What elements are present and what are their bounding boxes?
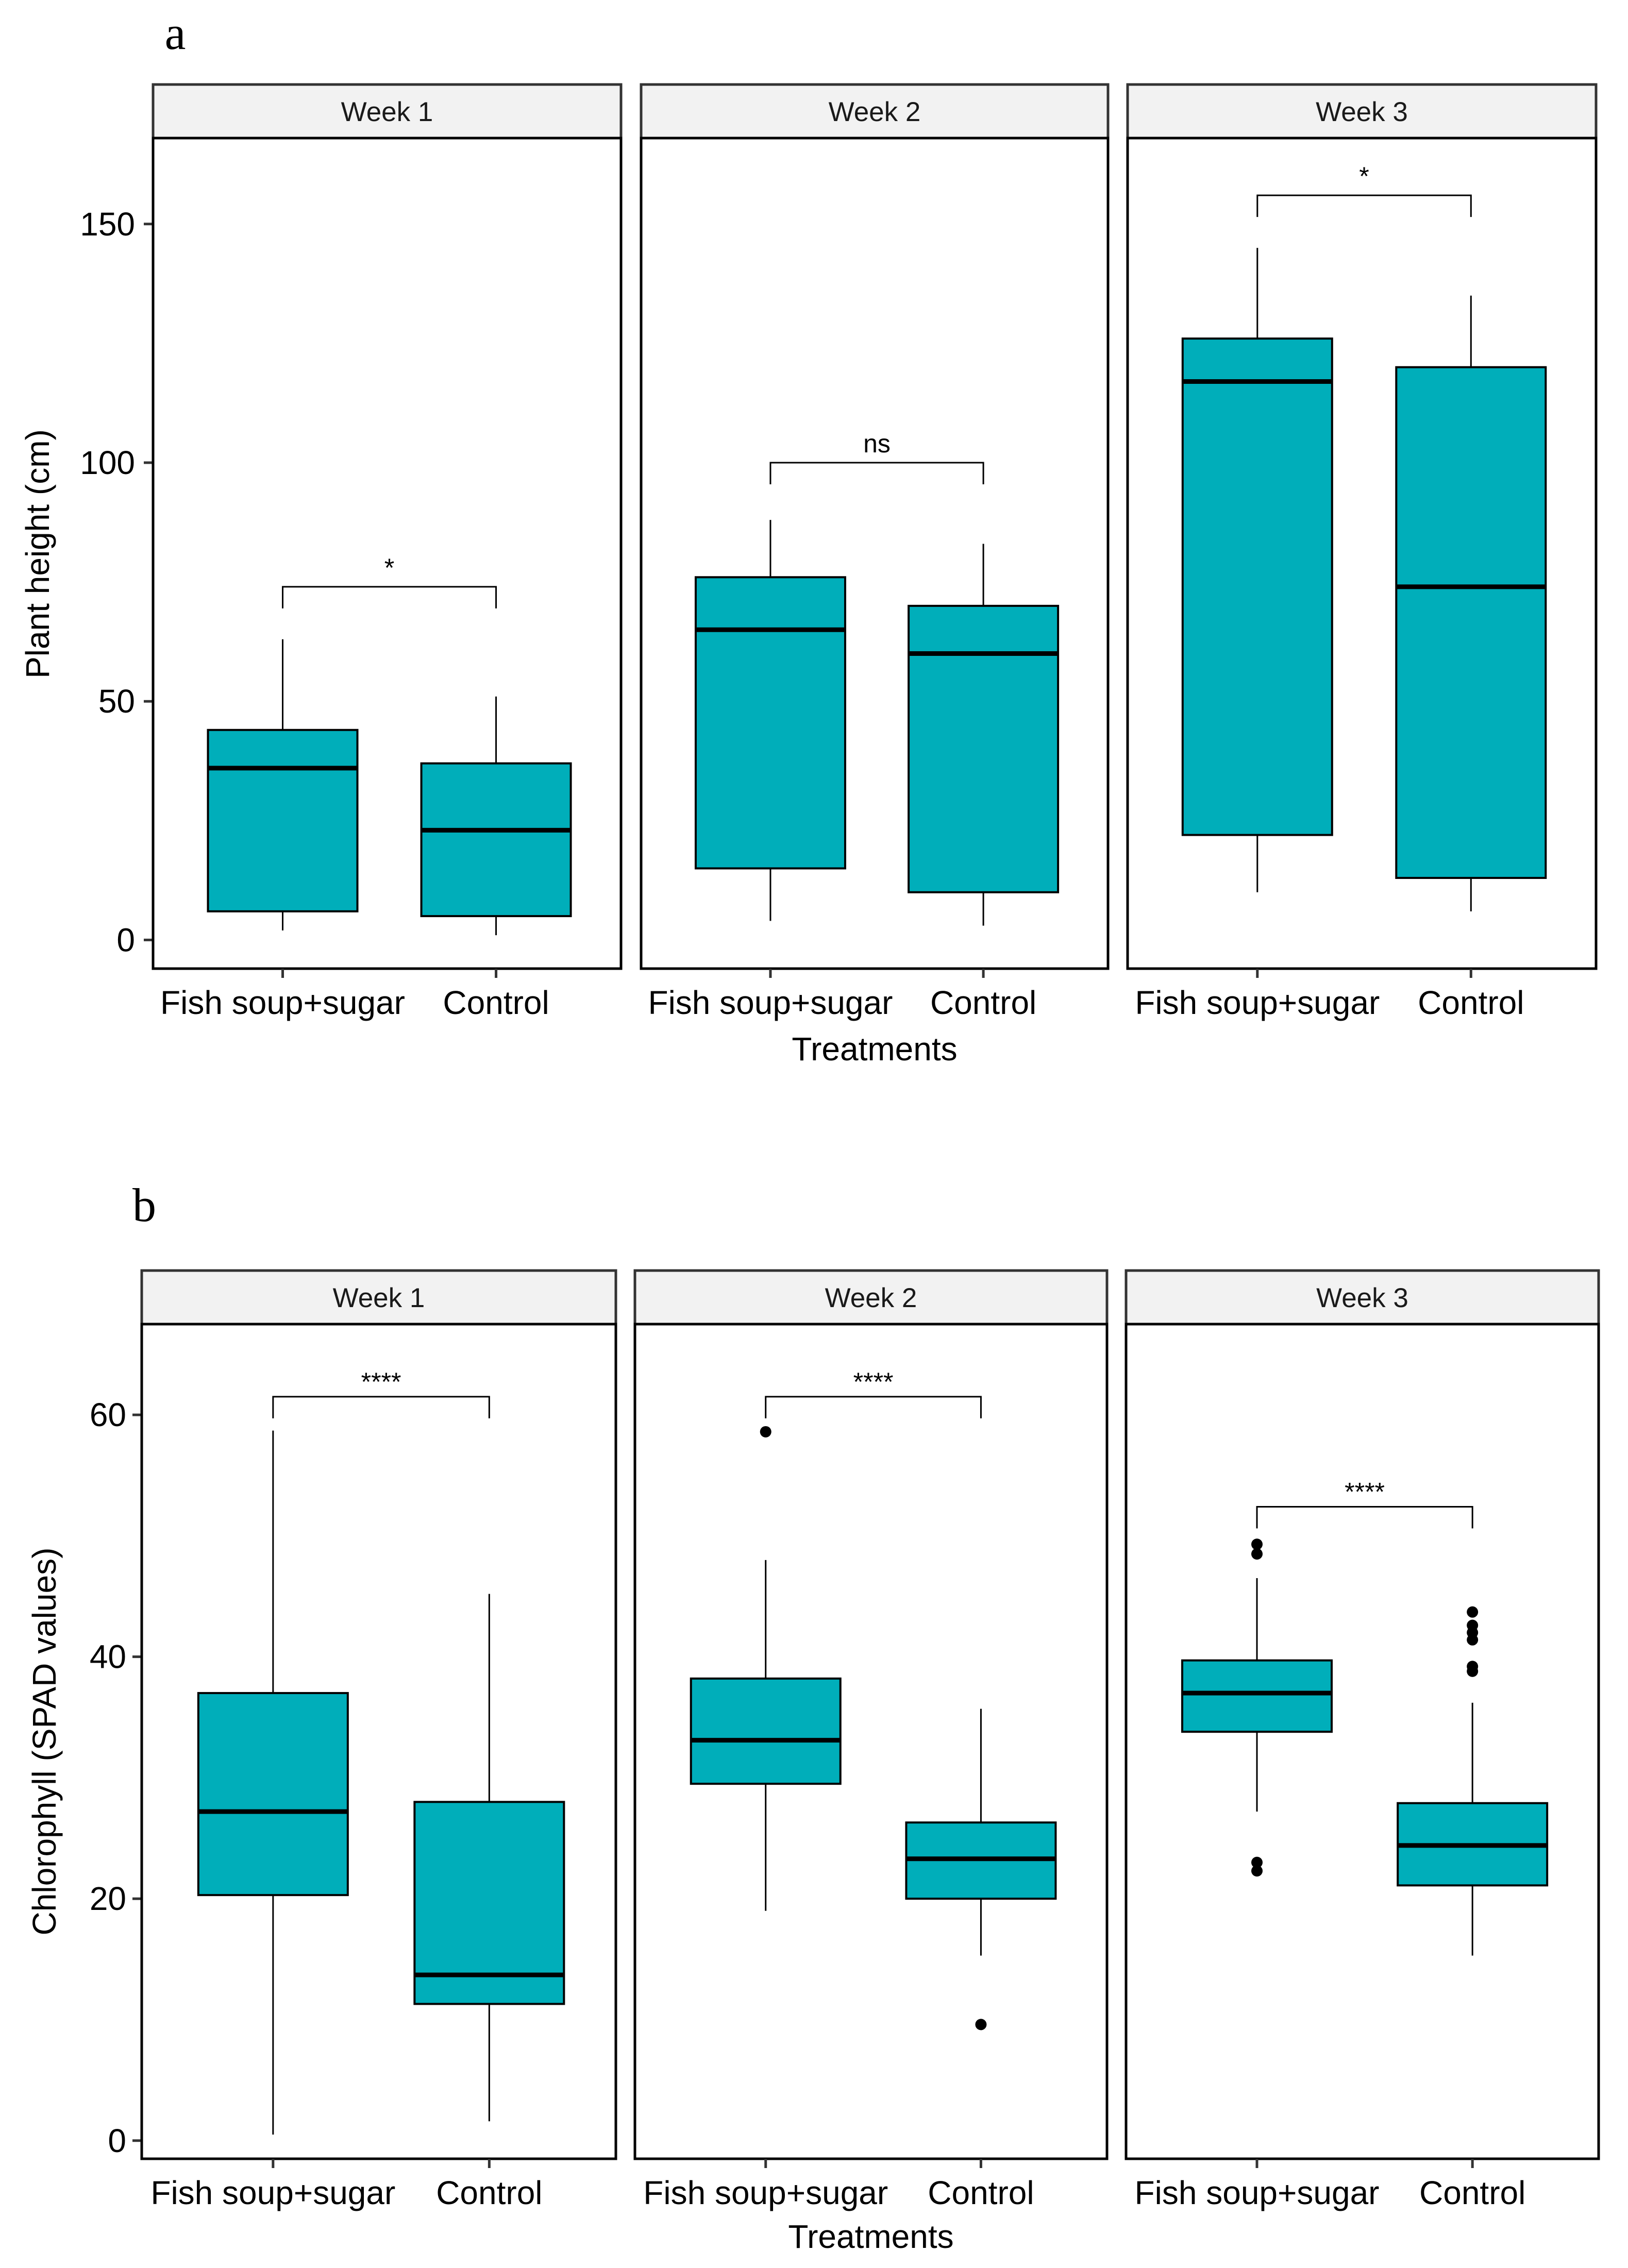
x-axis-title: Treatments: [792, 1030, 957, 1068]
facet-title: Week 2: [825, 1283, 917, 1313]
panel-border: [640, 137, 1110, 970]
facet-strip: [152, 83, 623, 140]
outlier-point: [975, 2019, 987, 2030]
box-control: [413, 1594, 565, 2122]
facet-strip: [1126, 83, 1598, 140]
facet-title: Week 1: [333, 1283, 425, 1313]
box-fish-soup-sugar: [1181, 1538, 1333, 1877]
y-tick-label: 50: [98, 683, 135, 720]
panel-border: [633, 1323, 1109, 2160]
x-tick-label: Control: [1419, 2174, 1525, 2211]
x-tick-label: Fish soup+sugar: [648, 984, 893, 1021]
box-fish-soup-sugar: [690, 1426, 842, 1911]
facet-title: Week 3: [1316, 97, 1408, 127]
panel-border: [152, 137, 623, 970]
outlier-point: [1467, 1665, 1479, 1677]
panel-border: [140, 1323, 617, 2160]
box-control: [1397, 1606, 1549, 1956]
box-iqr: [197, 1692, 349, 1897]
y-tick-label: 40: [90, 1638, 126, 1675]
y-tick-label: 100: [80, 444, 135, 481]
significance-label: ****: [1345, 1478, 1385, 1507]
box-fish-soup-sugar: [197, 1430, 349, 2135]
facet-strip: [140, 1269, 617, 1326]
significance-label: ****: [853, 1367, 894, 1396]
box-control: [905, 1708, 1057, 2030]
facet-title: Week 1: [341, 97, 433, 127]
significance-label: *: [1359, 162, 1369, 191]
box-iqr: [694, 576, 846, 870]
x-tick-label: Fish soup+sugar: [1135, 2174, 1380, 2211]
box-fish-soup-sugar: [1181, 248, 1333, 892]
x-axis-title: Treatments: [788, 2218, 953, 2255]
box-iqr: [207, 729, 359, 912]
box-control: [1395, 295, 1547, 911]
significance-bracket: [765, 1396, 982, 1418]
x-tick-label: Fish soup+sugar: [160, 984, 405, 1021]
panel-letter: a: [165, 7, 186, 59]
significance-bracket: [1256, 194, 1472, 217]
y-tick-label: 20: [90, 1880, 126, 1917]
outlier-point: [1251, 1538, 1263, 1550]
panel-border: [1126, 137, 1598, 970]
box-control: [908, 544, 1060, 926]
significance-label: *: [384, 553, 394, 582]
panel-border: [1125, 1323, 1600, 2160]
significance-bracket: [769, 462, 984, 484]
x-tick-label: Control: [1418, 984, 1524, 1021]
facet-title: Week 3: [1316, 1283, 1408, 1313]
x-tick-label: Control: [928, 2174, 1034, 2211]
y-tick-label: 0: [108, 2122, 126, 2159]
x-tick-label: Fish soup+sugar: [1135, 984, 1380, 1021]
outlier-point: [1467, 1606, 1479, 1618]
facet-3: Week 3 Fish soup+sugar Control *: [1126, 83, 1598, 1021]
y-axis-title: Chlorophyll (SPAD values): [26, 1548, 63, 1936]
box-iqr: [1181, 1659, 1333, 1733]
x-tick-label: Fish soup+sugar: [643, 2174, 888, 2211]
facet-1: Week 1 Fish soup+sugar Control *: [152, 83, 623, 1021]
y-tick-label: 0: [116, 921, 135, 958]
significance-label: ****: [361, 1367, 401, 1396]
outlier-point: [1251, 1548, 1263, 1560]
outlier-point: [1251, 1865, 1263, 1877]
facet-strip: [1125, 1269, 1600, 1326]
x-tick-label: Control: [436, 2174, 542, 2211]
facet-3: Week 3 Fish soup+sugar Control ****: [1125, 1269, 1600, 2211]
box-iqr: [1395, 366, 1547, 879]
significance-label: ns: [863, 429, 891, 458]
box-iqr: [420, 762, 572, 918]
box-control: [420, 696, 572, 936]
chart-b: b 0 20 40 60 Chlorophyll (SPAD values) Week 1 F…: [26, 1179, 1600, 2255]
facet-title: Week 2: [829, 97, 921, 127]
outlier-point: [760, 1426, 771, 1437]
panel-letter: b: [132, 1179, 156, 1231]
facet-1: Week 1 Fish soup+sugar Control ****: [140, 1269, 617, 2211]
significance-bracket: [1256, 1506, 1473, 1529]
x-tick-label: Control: [930, 984, 1036, 1021]
outlier-point: [1251, 1856, 1263, 1868]
chart-a: a 0 50 100 150 Plant height (cm) Week 1 Fish so…: [19, 7, 1598, 1068]
box-iqr: [690, 1677, 842, 1785]
y-axis-title: Plant height (cm): [19, 429, 56, 679]
box-iqr: [413, 1801, 565, 2005]
box-iqr: [908, 604, 1060, 893]
facet-2: Week 2 Fish soup+sugar Control ns: [640, 83, 1110, 1021]
box-iqr: [1181, 337, 1333, 836]
facet-2: Week 2 Fish soup+sugar Control ****: [633, 1269, 1109, 2211]
box-fish-soup-sugar: [694, 520, 846, 921]
x-tick-label: Fish soup+sugar: [150, 2174, 395, 2211]
outlier-point: [1467, 1634, 1479, 1646]
y-tick-label: 150: [80, 206, 135, 243]
y-tick-label: 60: [90, 1396, 126, 1433]
significance-bracket: [282, 586, 497, 608]
box-fish-soup-sugar: [207, 639, 359, 930]
significance-bracket: [272, 1396, 490, 1418]
x-tick-label: Control: [443, 984, 549, 1021]
